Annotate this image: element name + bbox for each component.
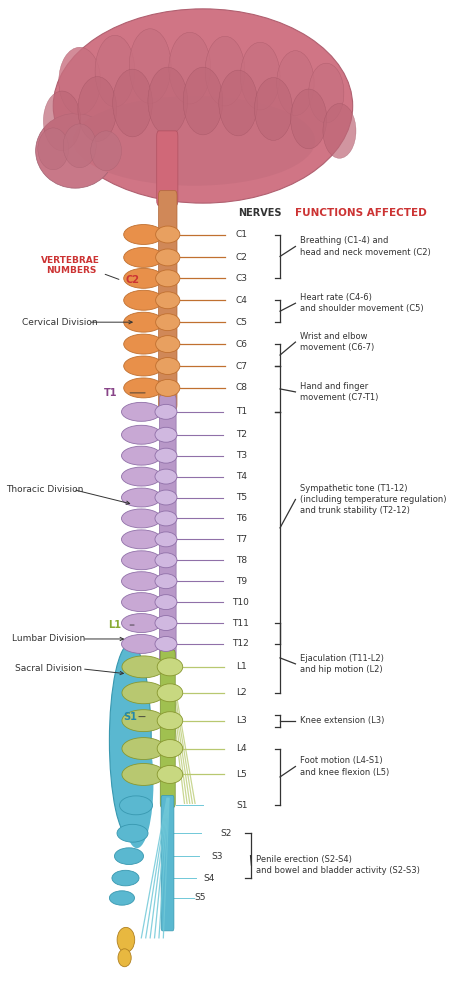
Ellipse shape [155, 510, 177, 525]
Text: L1: L1 [236, 662, 247, 671]
Ellipse shape [291, 89, 327, 149]
Ellipse shape [73, 96, 315, 186]
Ellipse shape [155, 336, 180, 353]
Ellipse shape [157, 683, 182, 701]
Text: Thoracic Division: Thoracic Division [6, 486, 83, 495]
Text: T8: T8 [236, 555, 247, 564]
Ellipse shape [155, 226, 180, 243]
Text: C6: C6 [236, 340, 248, 349]
Text: S4: S4 [203, 873, 214, 882]
Ellipse shape [155, 249, 180, 266]
Ellipse shape [95, 35, 135, 107]
Text: T12: T12 [232, 639, 248, 648]
Ellipse shape [309, 63, 344, 123]
Ellipse shape [155, 531, 177, 546]
Text: Breathing (C1-4) and
head and neck movement (C2): Breathing (C1-4) and head and neck movem… [300, 236, 430, 257]
Ellipse shape [121, 634, 161, 653]
Text: S5: S5 [194, 893, 206, 902]
Ellipse shape [155, 636, 177, 651]
Text: S1: S1 [236, 801, 247, 810]
Text: T4: T4 [236, 473, 247, 482]
Text: T11: T11 [232, 618, 248, 627]
Ellipse shape [240, 42, 280, 110]
Ellipse shape [155, 314, 180, 331]
Text: FUNCTIONS AFFECTED: FUNCTIONS AFFECTED [295, 208, 427, 218]
Text: S1: S1 [123, 711, 137, 721]
Ellipse shape [155, 552, 177, 567]
Ellipse shape [124, 248, 164, 268]
Text: T9: T9 [236, 576, 247, 585]
Ellipse shape [155, 380, 180, 397]
Ellipse shape [169, 32, 210, 104]
Ellipse shape [277, 51, 314, 116]
Text: C2: C2 [126, 276, 139, 286]
Ellipse shape [255, 78, 292, 141]
FancyBboxPatch shape [159, 395, 176, 664]
Ellipse shape [124, 269, 164, 289]
Ellipse shape [157, 765, 182, 783]
Text: C2: C2 [236, 253, 248, 262]
Ellipse shape [63, 124, 96, 168]
Ellipse shape [121, 468, 161, 487]
Text: T5: T5 [236, 494, 247, 502]
Ellipse shape [36, 114, 115, 188]
Ellipse shape [157, 658, 182, 676]
Ellipse shape [124, 356, 164, 376]
Ellipse shape [155, 573, 177, 588]
Ellipse shape [122, 737, 165, 759]
Ellipse shape [59, 47, 100, 115]
Text: Penile erection (S2-S4)
and bowel and bladder activity (S2-S3): Penile erection (S2-S4) and bowel and bl… [256, 855, 419, 875]
Ellipse shape [121, 489, 161, 506]
Ellipse shape [109, 891, 135, 905]
Ellipse shape [112, 870, 139, 886]
Text: T1: T1 [236, 408, 247, 417]
Ellipse shape [124, 291, 164, 311]
Ellipse shape [78, 77, 117, 141]
Ellipse shape [91, 131, 121, 171]
Ellipse shape [121, 550, 161, 569]
FancyBboxPatch shape [158, 191, 177, 410]
Ellipse shape [155, 449, 177, 464]
Ellipse shape [157, 739, 182, 757]
Text: L4: L4 [236, 744, 246, 753]
Text: C8: C8 [236, 384, 248, 393]
Text: T10: T10 [232, 597, 248, 606]
Ellipse shape [114, 848, 144, 864]
Ellipse shape [122, 709, 165, 731]
Text: Sympathetic tone (T1-12)
(including temperature regulation)
and trunk stability : Sympathetic tone (T1-12) (including temp… [300, 484, 447, 515]
FancyBboxPatch shape [157, 131, 178, 206]
Text: C5: C5 [236, 318, 248, 327]
Ellipse shape [109, 643, 151, 838]
Text: T3: T3 [236, 452, 247, 461]
Ellipse shape [121, 592, 161, 611]
Ellipse shape [124, 225, 164, 245]
Text: NERVES: NERVES [238, 208, 282, 218]
Text: L2: L2 [236, 688, 246, 697]
Text: Knee extension (L3): Knee extension (L3) [300, 716, 384, 725]
Text: S2: S2 [220, 829, 232, 838]
Text: Sacral Division: Sacral Division [15, 664, 82, 673]
FancyBboxPatch shape [160, 650, 175, 807]
Ellipse shape [121, 403, 161, 422]
Ellipse shape [121, 508, 161, 527]
Text: Foot motion (L4-S1)
and knee flexion (L5): Foot motion (L4-S1) and knee flexion (L5… [300, 756, 389, 776]
Ellipse shape [122, 763, 165, 785]
Ellipse shape [120, 718, 154, 848]
Ellipse shape [155, 491, 177, 504]
Text: T2: T2 [236, 431, 247, 440]
Text: Ejaculation (T11-L2)
and hip motion (L2): Ejaculation (T11-L2) and hip motion (L2) [300, 653, 384, 674]
Ellipse shape [155, 594, 177, 609]
Text: T7: T7 [236, 534, 247, 543]
Ellipse shape [155, 270, 180, 287]
Ellipse shape [129, 29, 171, 104]
Ellipse shape [124, 313, 164, 332]
Ellipse shape [155, 470, 177, 485]
Ellipse shape [148, 67, 188, 135]
Text: VERTEBRAE
NUMBERS: VERTEBRAE NUMBERS [41, 256, 100, 275]
Text: L5: L5 [236, 770, 247, 779]
Text: C3: C3 [236, 274, 248, 283]
FancyBboxPatch shape [161, 795, 174, 931]
Ellipse shape [205, 36, 245, 106]
Ellipse shape [155, 292, 180, 309]
Ellipse shape [121, 613, 161, 632]
